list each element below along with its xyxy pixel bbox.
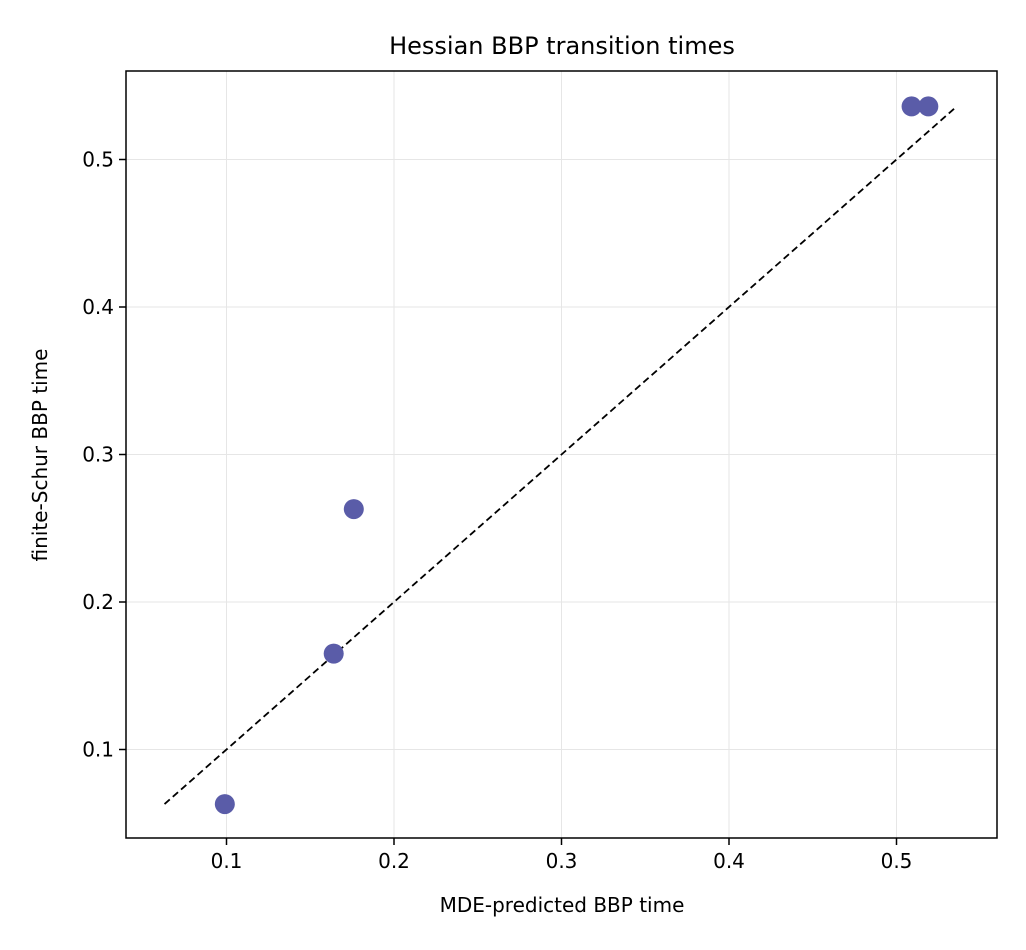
data-point — [323, 643, 344, 664]
y-axis-ticks: 0.1 0.2 0.3 0.4 0.5 — [82, 148, 126, 762]
y-tick-label: 0.5 — [82, 148, 114, 172]
data-point — [343, 499, 364, 520]
data-point — [901, 96, 922, 117]
x-tick-label: 0.3 — [546, 849, 578, 873]
y-axis-label: finite-Schur BBP time — [28, 349, 52, 562]
x-tick-label: 0.1 — [211, 849, 243, 873]
data-point — [918, 96, 939, 117]
x-axis-label: MDE-predicted BBP time — [440, 893, 685, 917]
x-tick-label: 0.4 — [713, 849, 745, 873]
x-axis-ticks: 0.1 0.2 0.3 0.4 0.5 — [211, 838, 913, 873]
chart-title: Hessian BBP transition times — [389, 32, 735, 60]
reference-line-group — [163, 105, 958, 805]
grid-lines — [126, 71, 997, 838]
y-tick-label: 0.1 — [82, 738, 114, 762]
y-tick-label: 0.4 — [82, 295, 114, 319]
y-tick-label: 0.2 — [82, 590, 114, 614]
data-point — [214, 794, 235, 815]
y-tick-label: 0.3 — [82, 443, 114, 467]
x-tick-label: 0.5 — [881, 849, 913, 873]
reference-line — [163, 105, 958, 805]
x-tick-label: 0.2 — [378, 849, 410, 873]
data-points — [214, 96, 939, 815]
